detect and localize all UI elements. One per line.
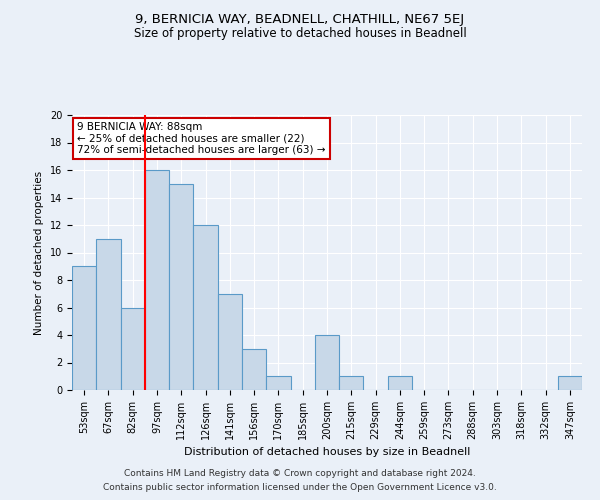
Bar [72,266,96,390]
Bar [388,376,412,390]
Bar [169,184,193,390]
Text: 9, BERNICIA WAY, BEADNELL, CHATHILL, NE67 5EJ: 9, BERNICIA WAY, BEADNELL, CHATHILL, NE6… [136,12,464,26]
Text: 9 BERNICIA WAY: 88sqm
← 25% of detached houses are smaller (22)
72% of semi-deta: 9 BERNICIA WAY: 88sqm ← 25% of detached … [77,122,326,155]
Bar [315,335,339,390]
Text: Contains HM Land Registry data © Crown copyright and database right 2024.: Contains HM Land Registry data © Crown c… [124,468,476,477]
Bar [558,376,582,390]
Bar [145,170,169,390]
Bar [193,225,218,390]
Bar [96,239,121,390]
Bar [218,294,242,390]
Text: Contains public sector information licensed under the Open Government Licence v3: Contains public sector information licen… [103,484,497,492]
Bar [339,376,364,390]
X-axis label: Distribution of detached houses by size in Beadnell: Distribution of detached houses by size … [184,448,470,458]
Bar [121,308,145,390]
Text: Size of property relative to detached houses in Beadnell: Size of property relative to detached ho… [134,28,466,40]
Bar [266,376,290,390]
Bar [242,349,266,390]
Y-axis label: Number of detached properties: Number of detached properties [34,170,44,334]
